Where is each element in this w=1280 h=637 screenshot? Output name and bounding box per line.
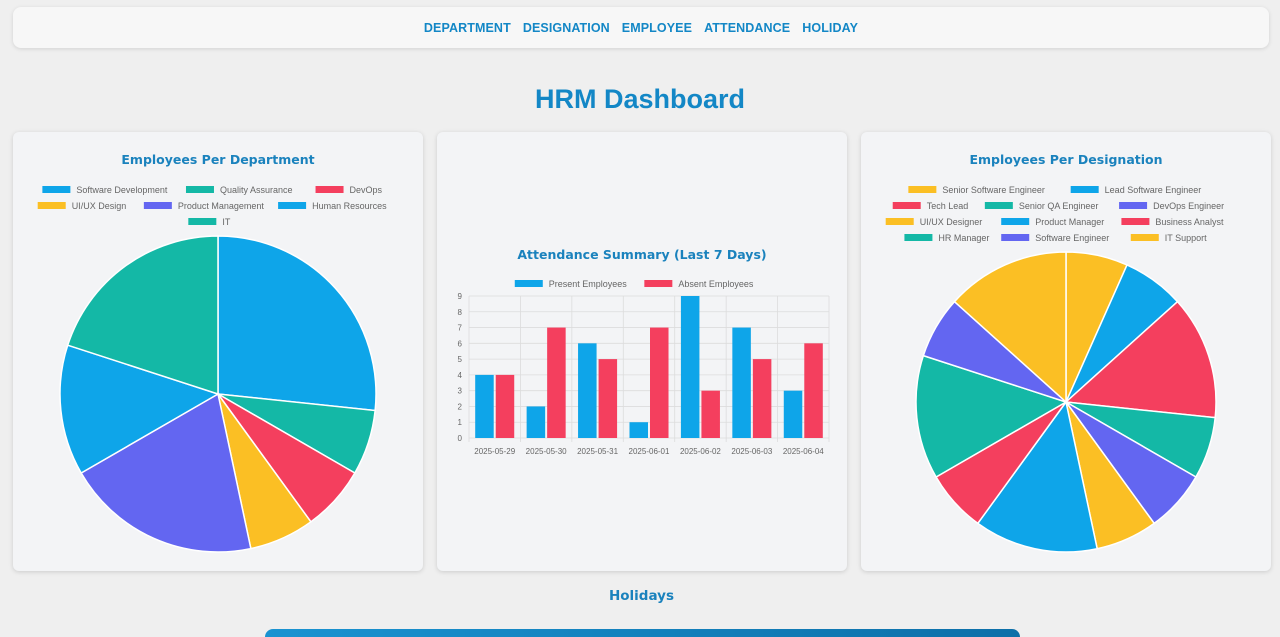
bar-present-employees-2025-05-30[interactable]: [526, 406, 546, 438]
legend-swatch-product-manager[interactable]: [1001, 218, 1030, 225]
legend-swatch-software-engineer[interactable]: [1001, 234, 1030, 241]
x-tick-label: 2025-05-31: [577, 447, 618, 456]
legend-label-it[interactable]: IT: [222, 217, 231, 227]
bar-absent-employees-2025-06-01[interactable]: [650, 327, 669, 438]
x-tick-label: 2025-05-30: [526, 447, 567, 456]
designation-pie-chart: Employees Per Designation Senior Software…: [885, 152, 1224, 553]
legend-swatch-ui-ux-design[interactable]: [37, 202, 66, 209]
legend-swatch-devops[interactable]: [315, 186, 344, 193]
legend-swatch-senior-qa-engineer[interactable]: [984, 202, 1013, 209]
y-tick-label: 6: [458, 339, 463, 348]
legend-label-human-resources[interactable]: Human Resources: [312, 201, 387, 211]
y-tick-label: 8: [458, 308, 463, 317]
x-tick-label: 2025-06-01: [629, 447, 670, 456]
legend-swatch-human-resources[interactable]: [278, 202, 307, 209]
nav-link-designation[interactable]: DESIGNATION: [522, 20, 610, 35]
pie-slice-product-manager[interactable]: [976, 400, 1099, 553]
attendance-bar-chart: Attendance Summary (Last 7 Days) Present …: [458, 247, 830, 456]
pie-slice-it[interactable]: [66, 235, 219, 396]
legend-label-senior-qa-engineer[interactable]: Senior QA Engineer: [1019, 201, 1099, 211]
legend-swatch-absent-employees[interactable]: [644, 280, 673, 287]
y-tick-label: 0: [458, 434, 463, 443]
department-pie-chart: Employees Per Department Software Develop…: [37, 152, 387, 553]
legend-swatch-it[interactable]: [188, 218, 217, 225]
pie-slice-human-resources[interactable]: [59, 344, 220, 475]
bar-absent-employees-2025-05-31[interactable]: [598, 359, 618, 438]
pie-slice-hr-manager[interactable]: [915, 354, 1068, 479]
legend-swatch-lead-software-engineer[interactable]: [1070, 186, 1099, 193]
bar-present-employees-2025-06-04[interactable]: [783, 390, 803, 438]
legend-label-tech-lead[interactable]: Tech Lead: [927, 201, 969, 211]
legend-swatch-present-employees[interactable]: [514, 280, 543, 287]
legend-swatch-hr-manager[interactable]: [904, 234, 933, 241]
chart-title: Employees Per Designation: [969, 152, 1162, 167]
legend-swatch-business-analyst[interactable]: [1121, 218, 1150, 225]
legend-label-ui-ux-designer[interactable]: UI/UX Designer: [920, 217, 983, 227]
bar-present-employees-2025-06-02[interactable]: [680, 296, 700, 438]
legend-label-software-engineer[interactable]: Software Engineer: [1035, 233, 1109, 243]
legend-label-business-analyst[interactable]: Business Analyst: [1155, 217, 1224, 227]
bar-present-employees-2025-05-31[interactable]: [578, 343, 597, 438]
legend-label-quality-assurance[interactable]: Quality Assurance: [220, 185, 293, 195]
y-tick-label: 3: [458, 387, 463, 396]
attendance-chart-card: Attendance Summary (Last 7 Days) Present …: [437, 132, 847, 571]
y-tick-label: 4: [458, 371, 463, 380]
bar-absent-employees-2025-05-29[interactable]: [495, 374, 515, 438]
y-tick-label: 9: [458, 292, 463, 301]
legend-label-product-management[interactable]: Product Management: [178, 201, 265, 211]
designation-chart-card: Employees Per Designation Senior Software…: [861, 132, 1271, 571]
legend-label-absent-employees[interactable]: Absent Employees: [678, 279, 754, 289]
department-chart-card: Employees Per Department Software Develop…: [13, 132, 423, 571]
legend-swatch-quality-assurance[interactable]: [185, 186, 214, 193]
legend-label-devops-engineer[interactable]: DevOps Engineer: [1153, 201, 1224, 211]
nav-link-employee[interactable]: EMPLOYEE: [621, 20, 693, 35]
holidays-title: Holidays: [608, 588, 675, 604]
y-tick-label: 1: [458, 418, 463, 427]
legend-label-present-employees[interactable]: Present Employees: [549, 279, 628, 289]
chart-title: Employees Per Department: [121, 152, 314, 167]
bar-absent-employees-2025-06-03[interactable]: [752, 359, 772, 438]
legend-swatch-ui-ux-designer[interactable]: [885, 218, 914, 225]
legend-label-senior-software-engineer[interactable]: Senior Software Engineer: [942, 185, 1045, 195]
legend-swatch-software-development[interactable]: [42, 186, 71, 193]
pie-slice-tech-lead[interactable]: [1064, 300, 1217, 419]
legend-label-hr-manager[interactable]: HR Manager: [938, 233, 989, 243]
chart-title: Attendance Summary (Last 7 Days): [517, 247, 766, 262]
nav-link-holiday[interactable]: HOLIDAY: [802, 20, 859, 35]
pie-slice-it-support[interactable]: [953, 251, 1067, 404]
bar-present-employees-2025-05-29[interactable]: [475, 374, 494, 438]
legend-label-product-manager[interactable]: Product Manager: [1035, 217, 1104, 227]
bar-present-employees-2025-06-03[interactable]: [732, 327, 751, 438]
legend-label-software-development[interactable]: Software Development: [76, 185, 168, 195]
pie-slice-product-management[interactable]: [80, 392, 252, 553]
nav-link-department[interactable]: DEPARTMENT: [423, 20, 511, 35]
legend-swatch-it-support[interactable]: [1130, 234, 1159, 241]
y-tick-label: 2: [458, 402, 463, 411]
bar-absent-employees-2025-05-30[interactable]: [547, 327, 566, 438]
top-navbar: DEPARTMENT DESIGNATION EMPLOYEE ATTENDAN…: [13, 7, 1269, 48]
y-tick-label: 5: [458, 355, 463, 364]
legend-label-devops[interactable]: DevOps: [350, 185, 383, 195]
legend-label-lead-software-engineer[interactable]: Lead Software Engineer: [1105, 185, 1202, 195]
legend-swatch-tech-lead[interactable]: [892, 202, 921, 209]
legend-label-ui-ux-design[interactable]: UI/UX Design: [72, 201, 127, 211]
page-title: HRM Dashboard: [534, 84, 745, 114]
bar-present-employees-2025-06-01[interactable]: [629, 422, 648, 438]
legend-swatch-product-management[interactable]: [143, 202, 172, 209]
x-tick-label: 2025-05-29: [474, 447, 515, 456]
legend-label-it-support[interactable]: IT Support: [1165, 233, 1207, 243]
x-tick-label: 2025-06-03: [731, 447, 772, 456]
bar-absent-employees-2025-06-04[interactable]: [804, 343, 823, 438]
x-tick-label: 2025-06-04: [783, 447, 824, 456]
legend-swatch-devops-engineer[interactable]: [1119, 202, 1148, 209]
bar-absent-employees-2025-06-02[interactable]: [701, 390, 720, 438]
x-tick-label: 2025-06-02: [680, 447, 721, 456]
pie-slice-software-development[interactable]: [217, 235, 377, 412]
holidays-table-header: [265, 629, 1020, 637]
nav-link-attendance[interactable]: ATTENDANCE: [704, 20, 791, 35]
legend-swatch-senior-software-engineer[interactable]: [908, 186, 937, 193]
y-tick-label: 7: [458, 324, 463, 333]
